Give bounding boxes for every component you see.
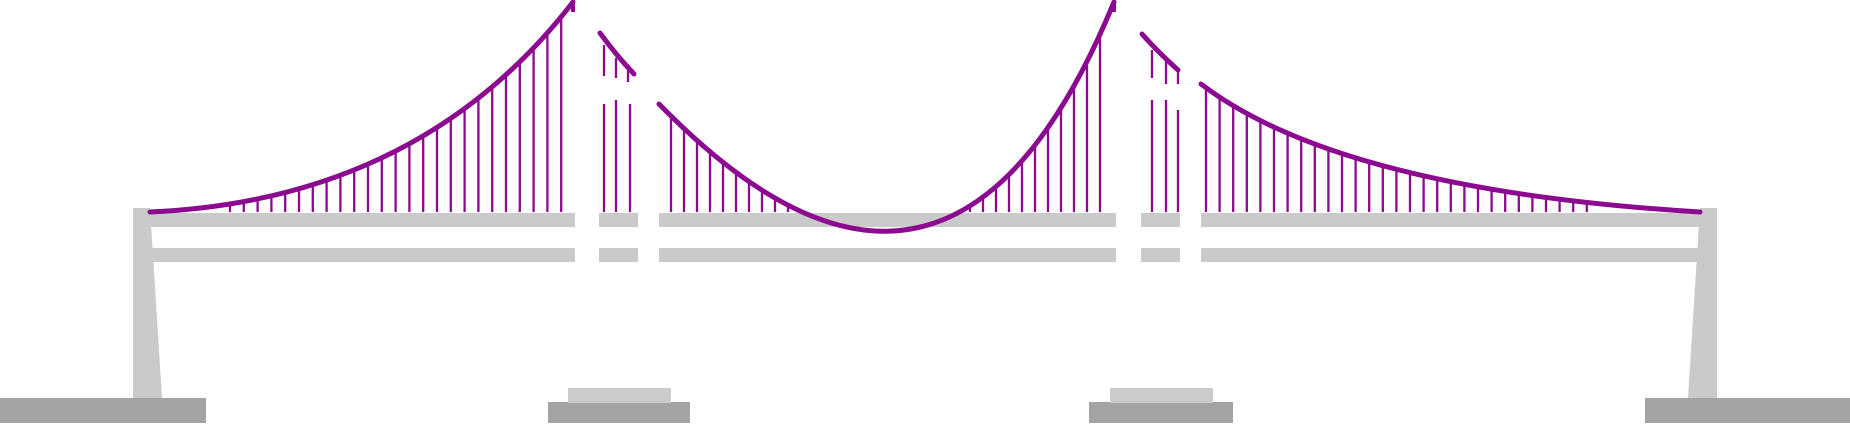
deck-lower: [599, 248, 638, 262]
foundation-cap: [1110, 388, 1213, 403]
deck-lower: [1141, 248, 1180, 262]
deck-lower: [150, 248, 575, 262]
deck-upper: [1141, 213, 1180, 227]
deck-lower: [659, 248, 1116, 262]
foundation-cap: [568, 388, 671, 403]
towers: [133, 208, 1717, 398]
foundation-block: [548, 402, 690, 423]
deck-upper: [150, 213, 575, 227]
hangers: [228, 18, 1588, 212]
deck: [150, 213, 1700, 262]
main-cable-segment: [147, 0, 576, 215]
foundations: [0, 388, 1850, 423]
deck-upper: [599, 213, 638, 227]
right-anchor-pier: [1688, 208, 1717, 398]
main-cable-segment: [597, 30, 637, 77]
foundation-block: [0, 398, 206, 423]
main-cable-segment: [656, 0, 1117, 234]
left-anchor-pier: [133, 208, 162, 398]
foundation-block: [1089, 402, 1233, 423]
deck-upper: [659, 213, 1116, 227]
foundation-block: [1645, 398, 1850, 423]
main-cable-segment: [1198, 81, 1703, 215]
deck-lower: [1201, 248, 1700, 262]
deck-upper: [1201, 213, 1700, 227]
cables: [147, 0, 1703, 234]
main-cable-segment: [1139, 31, 1181, 73]
